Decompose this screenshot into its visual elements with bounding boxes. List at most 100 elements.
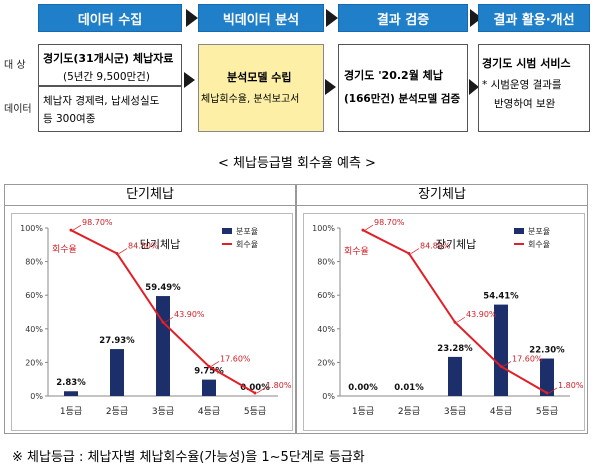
line-point (115, 252, 119, 256)
apply-title: 경기도 시범 서비스 (482, 57, 571, 70)
x-tick-label: 2등급 (398, 406, 420, 417)
bar-value-label: 0.00% (240, 383, 270, 393)
y-tick-label: 80% (317, 258, 335, 267)
stage-bigdata-analysis: 빅데이터 분석 (198, 4, 324, 32)
y-tick-label: 100% (312, 224, 335, 233)
y-tick-label: 100% (20, 224, 43, 233)
line-point (207, 364, 211, 368)
panel-title-short: 단기체납 (5, 185, 295, 206)
line-value-label: 17.60% (220, 354, 251, 363)
line-value-label: 84.80% (420, 242, 451, 251)
bar (202, 379, 216, 396)
legend-swatch-bar (222, 228, 232, 234)
bar-value-label: 9.75% (194, 367, 224, 377)
collect-target-box: 경기도(31개시군) 체납자료 (5년간 9,500만건) (38, 44, 182, 86)
x-tick-label: 4등급 (490, 406, 512, 417)
line-value-label: 84.80% (128, 242, 159, 251)
plot-frame-short: 0% 20% 40% 60% 80% 100% 2.83% 27.93% 59.49% 9.75%… (11, 213, 293, 431)
bar-value-label: 2.83% (56, 378, 86, 388)
analysis-sub: 체납회수율, 분석보고서 (201, 94, 300, 105)
legend-swatch-bar (514, 228, 524, 234)
x-tick-label: 1등급 (60, 406, 82, 417)
arrow-right-icon (325, 79, 336, 95)
bar-value-label: 0.01% (394, 383, 424, 393)
section-title: < 체납등급별 회수율 예측 > (218, 156, 376, 171)
y-tick-label: 40% (25, 325, 43, 334)
legend-label: 회수율 (236, 240, 258, 249)
verify-line1: 경기도 '20.2월 체납 (344, 69, 443, 82)
x-tick-label: 3등급 (152, 406, 174, 417)
line-value-label: 1.80% (266, 381, 292, 390)
arrow-right-icon (186, 9, 198, 27)
bar (448, 356, 462, 396)
line-point (69, 228, 73, 232)
line-value-label: 17.60% (512, 354, 543, 363)
label-data: 데이터 (4, 104, 32, 115)
line-point (161, 320, 165, 324)
bar-value-label: 59.49% (145, 283, 181, 293)
analysis-title: 분석모델 수립 (227, 71, 292, 84)
y-tick-label: 80% (25, 258, 43, 267)
leader-line (210, 361, 220, 367)
stage-result-verify: 결과 검증 (338, 4, 468, 32)
leader-line (72, 224, 82, 231)
stage-data-collection: 데이터 수집 (38, 4, 182, 32)
x-tick-label: 5등급 (536, 406, 558, 417)
bar-value-label: 22.30% (529, 346, 565, 356)
line-series-label: 회수율 (344, 246, 369, 257)
leader-line (164, 316, 174, 323)
arrow-right-icon (326, 9, 338, 27)
bar-value-label: 23.28% (437, 344, 473, 354)
y-tick-label: 20% (317, 358, 335, 367)
apply-line1: * 시범운영 결과를 (482, 79, 562, 91)
apply-box: 경기도 시범 서비스 * 시범운영 결과를 반영하여 보완 (478, 44, 590, 132)
collect-data-box: 체납자 경제력, 납세성실도 등 300여종 (38, 86, 182, 132)
chart-long-term: 0% 20% 40% 60% 80% 100% 0.00% 0.01% 23.28% 54.41%… (312, 218, 584, 417)
chart-short-term: 0% 20% 40% 60% 80% 100% 2.83% 27.93% 59.49% 9.75%… (20, 218, 292, 417)
bar-value-label: 27.93% (99, 336, 135, 346)
x-tick-label: 5등급 (244, 406, 266, 417)
line-value-label: 98.70% (374, 218, 405, 227)
analysis-box: 분석모델 수립 체납회수율, 분석보고서 (198, 44, 324, 132)
y-tick-label: 40% (317, 325, 335, 334)
line-point (407, 252, 411, 256)
line-value-label: 1.80% (558, 381, 584, 390)
legend-label: 분포율 (236, 227, 258, 236)
chart-panel-short: 단기체납 0% 20% 40% 60% 80% 100% 2.83% 27.93% 59.49%… (4, 184, 296, 434)
arrow-right-icon (469, 79, 479, 95)
collect-data-line1: 체납자 경제력, 납세성실도 (43, 95, 160, 107)
apply-line2: 반영하여 보완 (494, 98, 556, 110)
line-point (361, 228, 365, 232)
verify-line2: (166만건) 분석모델 검증 (344, 93, 461, 105)
line-value-label: 43.90% (174, 310, 205, 319)
verify-box: 경기도 '20.2월 체납 (166만건) 분석모델 검증 (338, 44, 468, 132)
x-tick-label: 2등급 (106, 406, 128, 417)
leader-line (502, 361, 512, 367)
chart-panel-long: 장기체납 0% 20% 40% 60% 80% 100% 0.00% 0.01% 23.28% 5… (296, 184, 588, 434)
line-point (499, 364, 503, 368)
x-tick-label: 4등급 (198, 406, 220, 417)
inner-chart-title: 장기체납 (436, 238, 476, 251)
leader-line (410, 248, 420, 254)
panel-title-long: 장기체납 (297, 185, 587, 206)
x-tick-label: 1등급 (352, 406, 374, 417)
line-value-label: 43.90% (466, 310, 497, 319)
bar (494, 304, 508, 396)
leader-line (548, 387, 558, 394)
bar (110, 349, 124, 396)
y-tick-label: 0% (322, 392, 335, 401)
y-tick-label: 20% (25, 358, 43, 367)
bar-value-label: 54.41% (483, 292, 519, 302)
y-tick-label: 0% (30, 392, 43, 401)
bar (540, 358, 554, 396)
line-series-label: 회수율 (52, 244, 77, 255)
legend-label: 분포율 (528, 227, 550, 236)
line-point (545, 391, 549, 395)
collect-target-title: 경기도(31개시군) 체납자료 (43, 52, 174, 65)
bar (156, 296, 170, 396)
leader-line (256, 387, 266, 394)
line-point (453, 320, 457, 324)
plot-frame-long: 0% 20% 40% 60% 80% 100% 0.00% 0.01% 23.28% 54.41%… (303, 213, 585, 431)
footnote: ※ 체납등급 : 체납자별 체납회수율(가능성)을 1~5단계로 등급화 (12, 450, 365, 465)
leader-line (118, 248, 128, 254)
